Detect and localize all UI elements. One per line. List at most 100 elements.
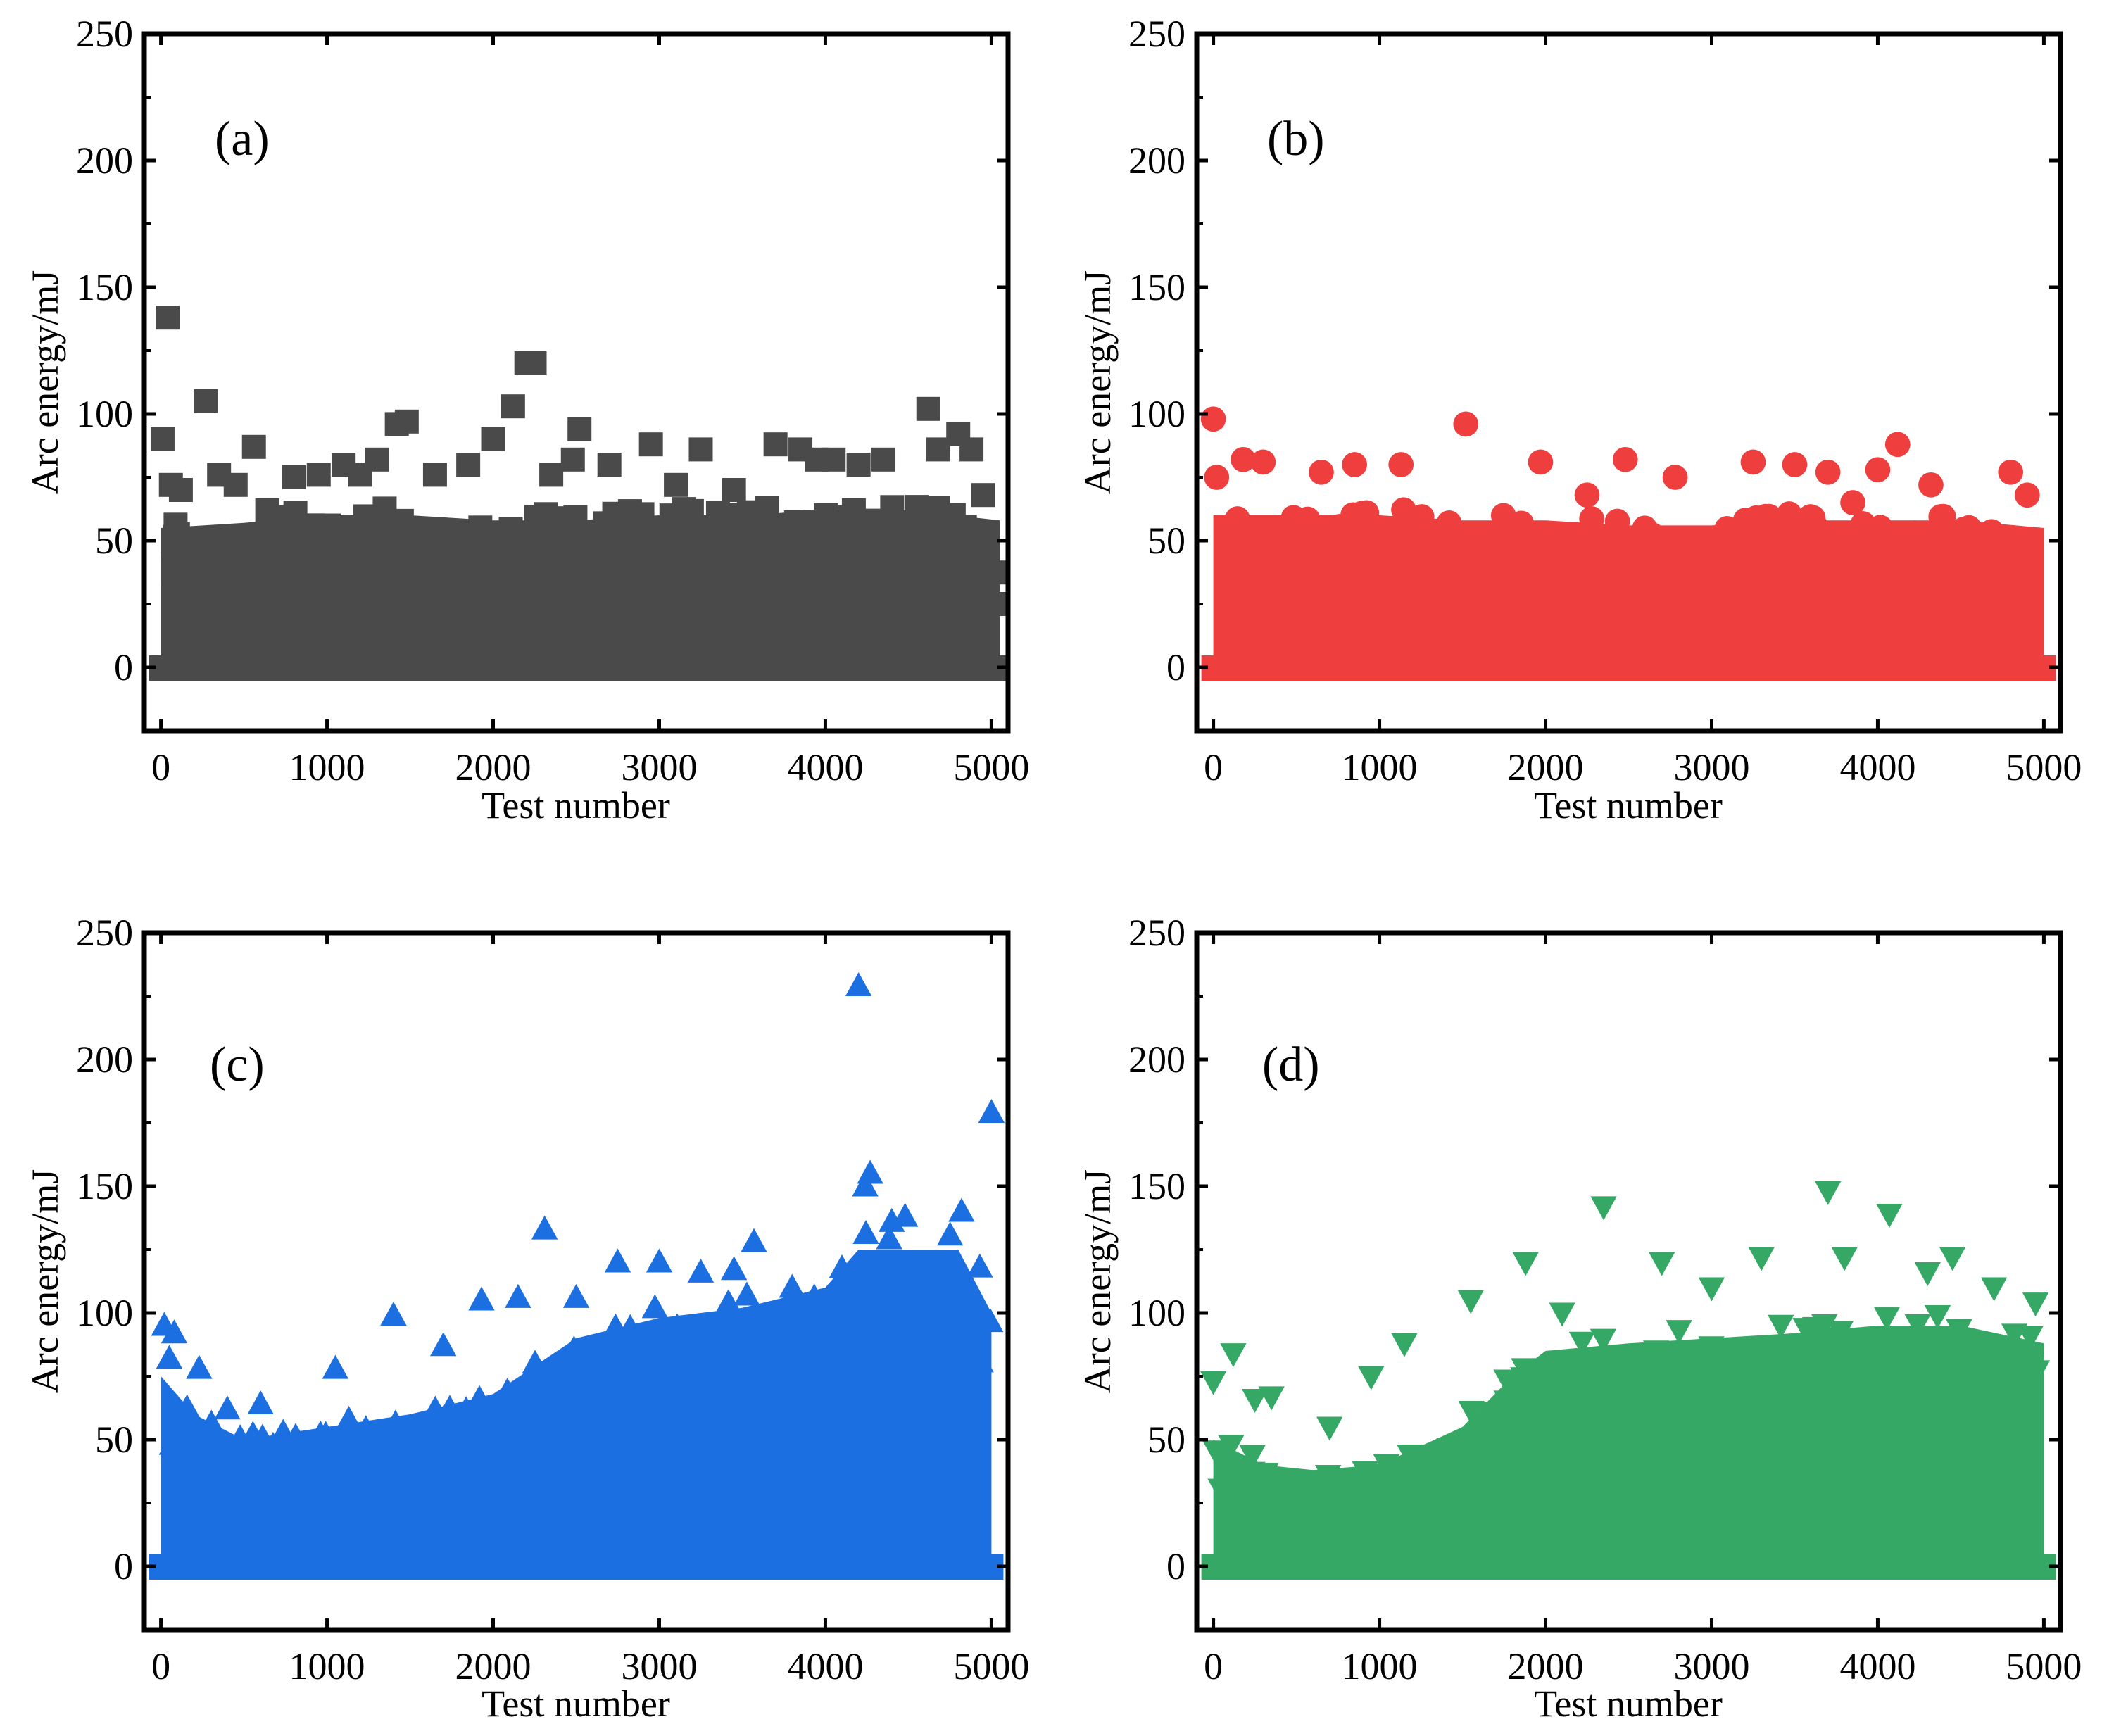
scatter-bulk-marker xyxy=(1585,1357,1611,1381)
scatter-bulk-marker xyxy=(827,544,852,569)
y-tick-label: 200 xyxy=(76,139,133,182)
scatter-bulk-marker xyxy=(1924,1305,1951,1330)
panel-d: 0 1000 2000 3000 4000 5000 0 50 100 150 200 250 (d)… xyxy=(1076,912,2082,1725)
y-tick-label: 50 xyxy=(95,520,133,562)
scatter-bulk-marker xyxy=(422,1395,448,1420)
y-tick-label: 100 xyxy=(1128,393,1185,435)
y-tick-label: 250 xyxy=(1128,912,1185,954)
scatter-bulk-marker xyxy=(643,1386,670,1411)
scatter-bulk-marker xyxy=(613,1363,640,1388)
scatter-bulk-marker xyxy=(558,544,582,569)
scatter-bulk-marker xyxy=(584,527,609,551)
y-tick-label: 150 xyxy=(1128,266,1185,308)
scatter-point xyxy=(1998,459,2024,485)
scatter-bulk-marker xyxy=(1390,544,1416,570)
scatter-bulk-marker xyxy=(203,1461,230,1485)
scatter-bulk-marker xyxy=(417,1419,443,1443)
scatter-point xyxy=(1512,1252,1539,1276)
scatter-point xyxy=(282,465,306,489)
x-tick-label: 4000 xyxy=(787,1645,863,1687)
scatter-bulk-marker xyxy=(477,1457,503,1482)
y-tick-label: 0 xyxy=(114,1545,133,1587)
scatter-point xyxy=(722,478,746,502)
scatter-bulk-marker xyxy=(1630,1412,1658,1437)
scatter-bulk-marker xyxy=(955,1332,983,1357)
scatter-bulk-marker xyxy=(847,1345,874,1370)
scatter-bulk-marker xyxy=(765,1301,792,1326)
scatter-point xyxy=(1250,449,1276,475)
x-tick-label: 0 xyxy=(1204,746,1223,788)
scatter-point xyxy=(959,437,984,462)
scatter-bulk-base xyxy=(149,655,1008,681)
panel-c: 0 1000 2000 3000 4000 5000 0 50 100 150 200 250 (c)… xyxy=(24,912,1029,1725)
scatter-bulk-a xyxy=(149,495,1008,681)
scatter-bulk-marker xyxy=(720,549,745,574)
scatter-bulk-marker xyxy=(1349,1476,1376,1500)
scatter-point xyxy=(156,306,180,330)
scatter-bulk-marker xyxy=(543,513,568,538)
scatter-bulk-marker xyxy=(1310,571,1336,596)
scatter-bulk-marker xyxy=(259,560,284,585)
scatter-bulk-marker xyxy=(734,1281,760,1306)
scatter-point xyxy=(845,972,872,997)
scatter-bulk-marker xyxy=(559,1384,586,1409)
panel-label-d: (d) xyxy=(1262,1038,1320,1092)
scatter-point xyxy=(779,1273,805,1298)
scatter-bulk-marker xyxy=(838,505,862,529)
scatter-bulk-marker xyxy=(1312,551,1338,576)
y-tick-label: 250 xyxy=(76,912,133,954)
scatter-bulk-marker xyxy=(1357,571,1383,596)
scatter-bulk-marker xyxy=(1592,1423,1618,1448)
scatter-point xyxy=(1865,457,1891,483)
scatter-point xyxy=(1876,1204,1903,1228)
scatter-bulk-marker xyxy=(1868,1417,1894,1442)
scatter-bulk-marker xyxy=(1493,1390,1521,1415)
scatter-bulk-marker xyxy=(304,538,329,562)
scatter-bulk-marker xyxy=(825,1276,852,1300)
scatter-bulk-marker xyxy=(1868,515,1893,541)
scatter-bulk-marker xyxy=(1944,1404,1971,1429)
scatter-bulk-marker xyxy=(589,1335,616,1360)
scatter-bulk-marker xyxy=(2015,557,2041,582)
scatter-bulk-marker xyxy=(715,1289,742,1314)
scatter-bulk-marker xyxy=(917,543,942,568)
scatter-points-a xyxy=(150,306,1008,616)
scatter-bulk-marker xyxy=(1995,1406,2022,1430)
scatter-point xyxy=(468,1286,495,1311)
x-tick-label: 2000 xyxy=(455,1645,531,1687)
scatter-point xyxy=(168,478,193,502)
scatter-bulk-marker xyxy=(1666,1320,1692,1345)
scatter-bulk-marker xyxy=(282,1423,309,1447)
scatter-bulk-marker xyxy=(750,563,774,588)
scatter-point xyxy=(223,472,248,497)
scatter-bulk-marker xyxy=(1369,1487,1397,1511)
scatter-points-c xyxy=(151,972,1005,1420)
scatter-bulk-marker xyxy=(592,1415,619,1440)
scatter-bulk-marker xyxy=(772,534,796,558)
scatter-bulk-marker xyxy=(2017,1326,2044,1350)
scatter-bulk-marker xyxy=(239,544,263,569)
scatter-point xyxy=(1574,482,1600,508)
scatter-point xyxy=(688,437,713,462)
scatter-bulk-marker xyxy=(1395,1484,1423,1509)
scatter-point xyxy=(2022,1292,2049,1317)
scatter-bulk-marker xyxy=(1797,504,1823,529)
scatter-bulk-marker xyxy=(372,496,397,521)
scatter-bulk-marker xyxy=(1497,1427,1523,1452)
x-tick-label: 5000 xyxy=(2006,746,2082,788)
scatter-bulk-marker xyxy=(788,1347,816,1371)
scatter-bulk-marker xyxy=(1235,1480,1262,1504)
scatter-bulk-marker xyxy=(1701,1350,1729,1375)
scatter-bulk-marker xyxy=(1326,524,1352,549)
axis-ticks-c: 0 1000 2000 3000 4000 5000 0 50 100 150 200 250 xyxy=(76,912,1029,1687)
scatter-bulk-marker xyxy=(1408,1455,1435,1480)
scatter-bulk-marker xyxy=(382,1409,409,1434)
scatter-bulk-marker xyxy=(1380,516,1406,541)
scatter-bulk-marker xyxy=(320,1437,348,1461)
scatter-bulk-marker xyxy=(793,517,818,541)
scatter-point xyxy=(971,483,995,508)
scatter-point xyxy=(1453,411,1479,437)
scatter-point xyxy=(597,453,622,477)
scatter-bulk-marker xyxy=(174,1394,201,1419)
scatter-bulk-marker xyxy=(652,1359,679,1384)
